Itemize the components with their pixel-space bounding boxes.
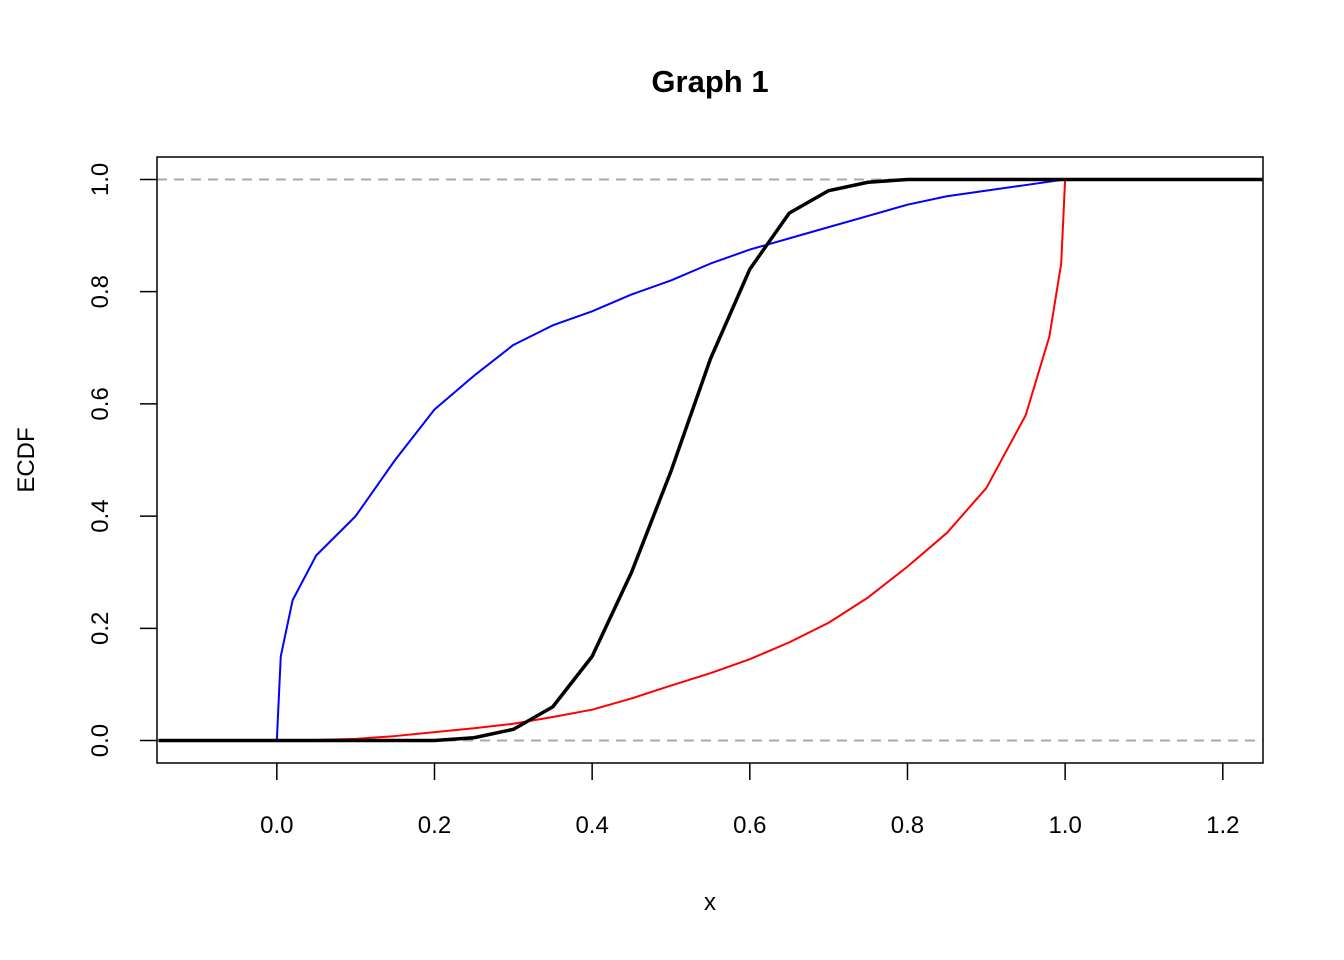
y-tick-label: 0.0 <box>87 724 114 757</box>
x-tick-label: 1.0 <box>1048 812 1081 839</box>
y-tick-label: 0.2 <box>87 612 114 645</box>
chart-title: Graph 1 <box>651 64 768 99</box>
ecdf-line <box>158 177 1263 743</box>
plot-frame <box>156 156 1264 764</box>
y-tick-label: 1.0 <box>87 163 114 196</box>
x-tick-label: 0.2 <box>418 812 451 839</box>
y-axis-label: ECDF <box>13 427 40 492</box>
x-tick-label: 0.6 <box>733 812 766 839</box>
x-tick-label: 0.0 <box>260 812 293 839</box>
y-tick-label: 0.4 <box>87 499 114 532</box>
x-axis-label: x <box>704 889 716 916</box>
ecdf-line <box>158 178 1263 742</box>
x-tick-label: 0.8 <box>891 812 924 839</box>
y-tick-label: 0.8 <box>87 275 114 308</box>
y-tick-label: 0.6 <box>87 387 114 420</box>
x-tick-label: 0.4 <box>575 812 608 839</box>
x-tick-label: 1.2 <box>1206 812 1239 839</box>
